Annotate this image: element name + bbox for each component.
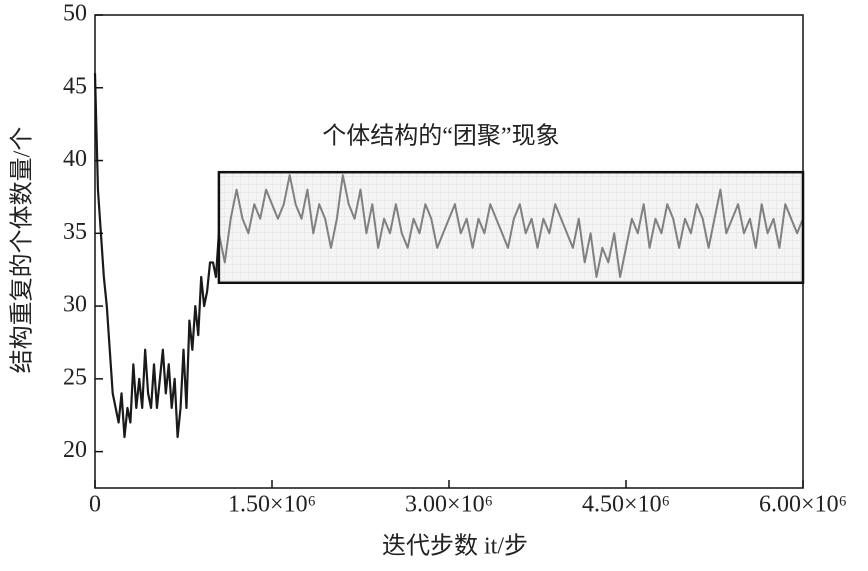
y-tick-label: 35 [63,219,87,245]
x-axis-label: 迭代步数 it/步 [382,533,528,560]
y-tick-label: 40 [63,146,87,172]
x-tick-label: 0 [89,492,101,518]
data-line [217,174,804,278]
x-tick-label: 1.50×10⁶ [228,492,316,518]
x-tick-label: 6.00×10⁶ [759,492,847,518]
y-axis-label: 结构重复的个体数量/个 [9,127,36,374]
y-tick-label: 25 [63,364,87,390]
y-tick-label: 45 [63,73,87,99]
y-tick-label: 30 [63,292,87,318]
x-tick-label: 3.00×10⁶ [405,492,493,518]
y-tick-label: 20 [63,437,87,463]
x-tick-label: 4.50×10⁶ [582,492,670,518]
data-line [93,73,220,439]
highlight-grid [218,172,803,283]
y-tick-label: 50 [63,1,87,27]
highlight-label: 个体结构的“团聚”现象 [322,123,559,150]
